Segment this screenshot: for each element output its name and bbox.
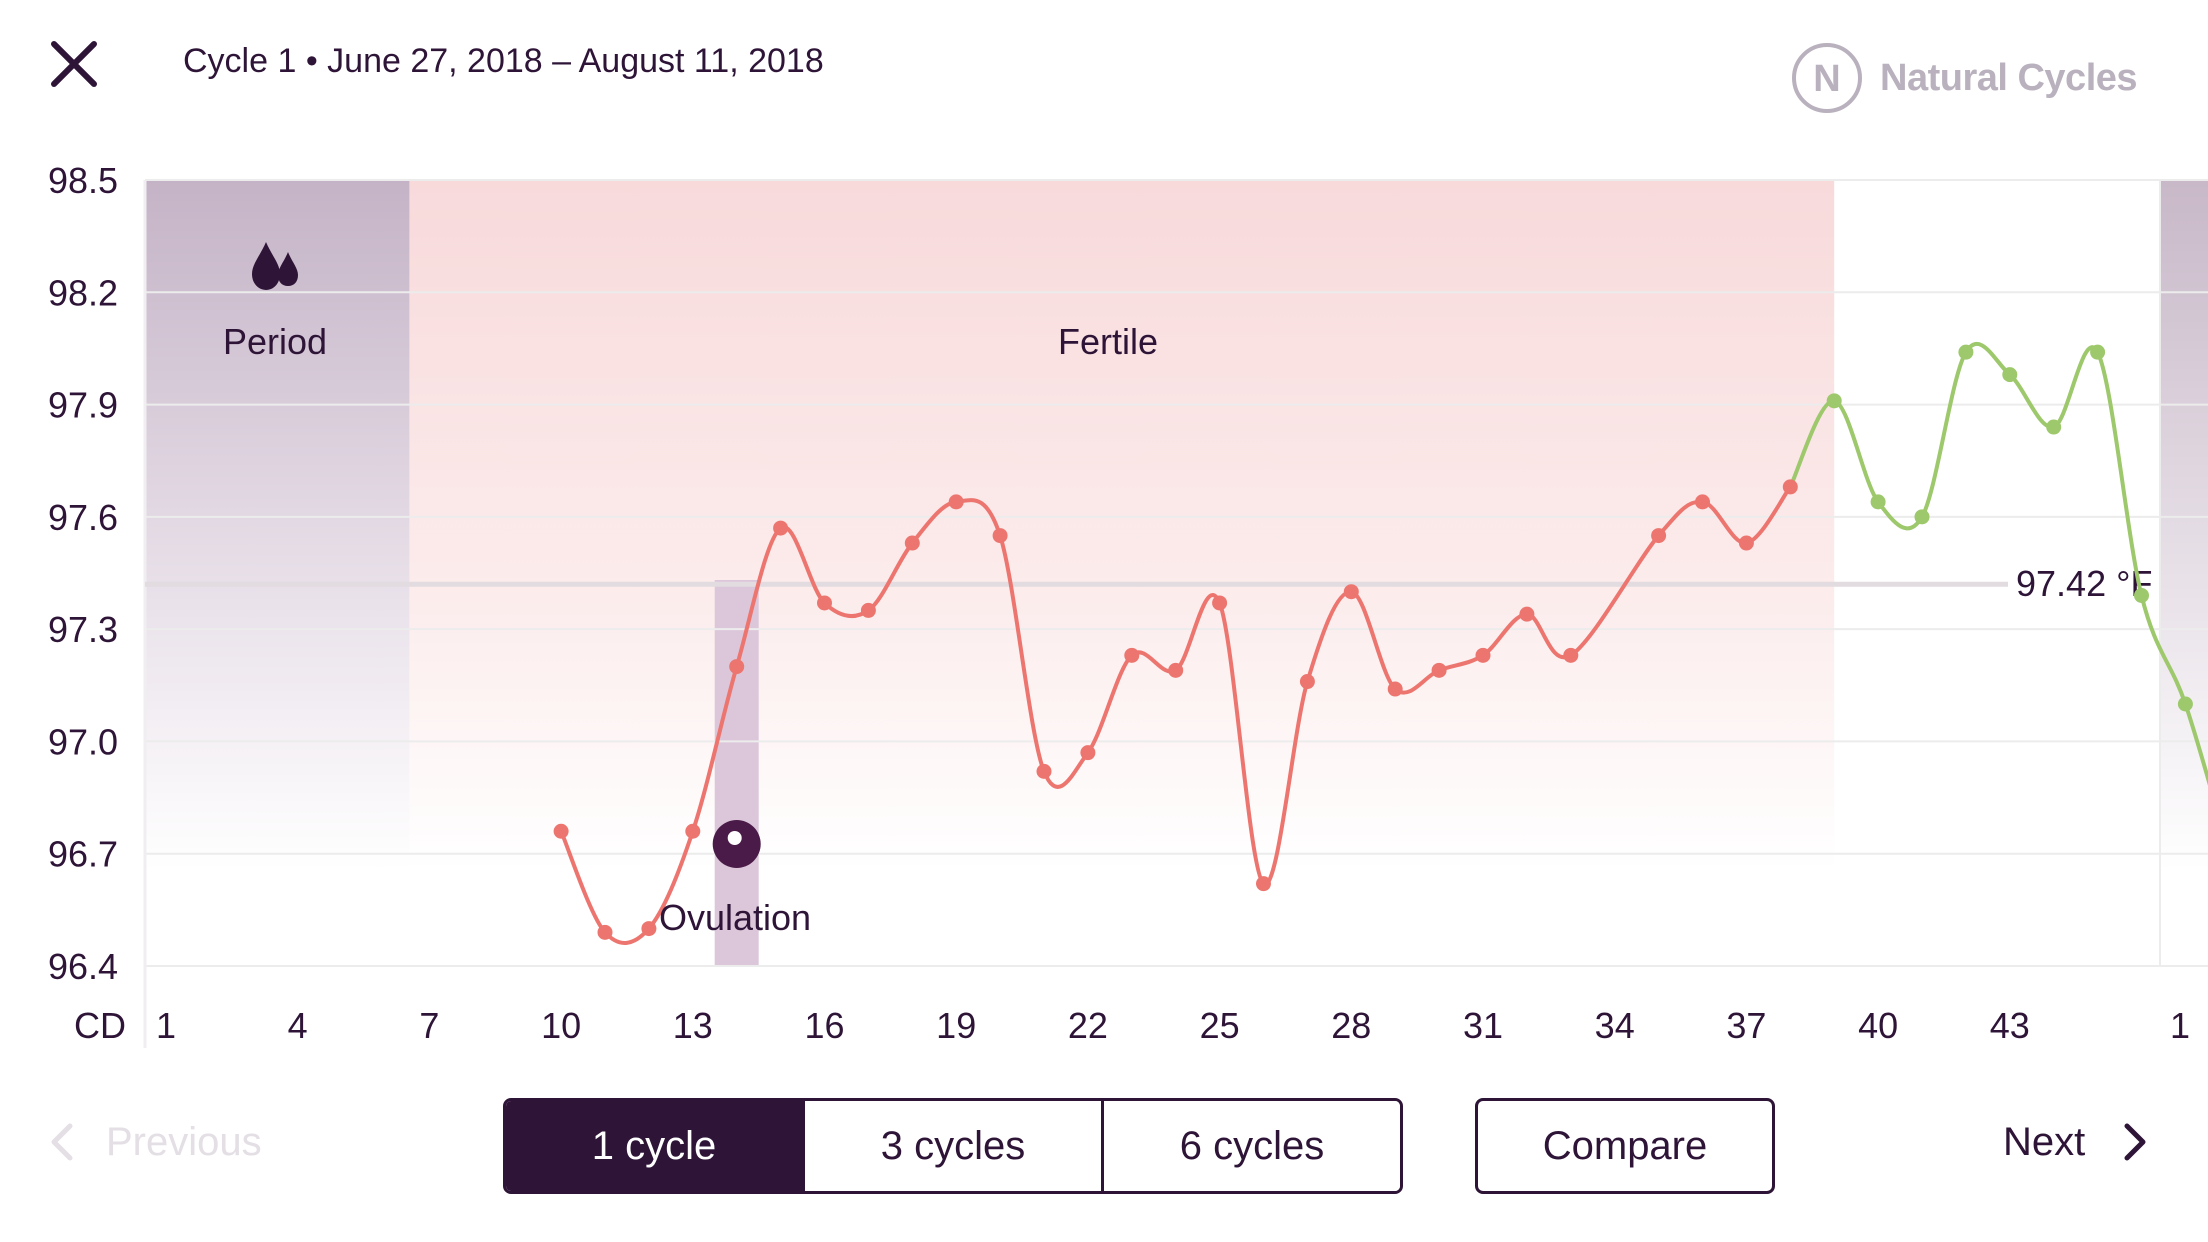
chevron-right-icon (2124, 1123, 2146, 1161)
temperature-point (729, 659, 745, 675)
temperature-point (1212, 595, 1228, 611)
temperature-point (1124, 647, 1140, 663)
x-tick-label: 19 (936, 1005, 976, 1046)
temperature-point (992, 528, 1008, 544)
temperature-point (773, 520, 789, 536)
ovulation-label: Ovulation (659, 897, 811, 938)
x-tick-label: 28 (1331, 1005, 1371, 1046)
temperature-point (1343, 584, 1359, 600)
y-tick-label: 97.3 (48, 609, 118, 650)
temperature-point (860, 602, 876, 618)
y-tick-label: 96.4 (48, 946, 118, 987)
temperature-point (1782, 479, 1798, 495)
close-icon[interactable] (40, 30, 108, 98)
x-tick-label: 31 (1463, 1005, 1503, 1046)
x-axis-prefix: CD (74, 1005, 126, 1046)
y-tick-label: 97.0 (48, 721, 118, 762)
previous-label: Previous (106, 1119, 262, 1164)
y-tick-label: 98.2 (48, 272, 118, 313)
temperature-point (1914, 509, 1930, 525)
temperature-point (1256, 876, 1271, 892)
cycle-range-selector: 1 cycle 3 cycles 6 cycles (503, 1098, 1403, 1194)
temperature-point (2090, 344, 2106, 360)
x-tick-label: 1 (156, 1005, 176, 1046)
x-tick-label: 16 (804, 1005, 844, 1046)
next-period-band (2160, 180, 2208, 870)
temperature-point (1826, 393, 1842, 409)
temperature-point (1651, 528, 1667, 544)
brand-mark: N (1813, 58, 1840, 100)
chevron-left-icon (51, 1123, 73, 1161)
temperature-point (1695, 494, 1710, 510)
next-button[interactable]: Next (2003, 1118, 2149, 1166)
temperature-point (1475, 647, 1491, 663)
temperature-point (597, 924, 613, 940)
period-label: Period (223, 321, 327, 362)
temperature-point (904, 535, 920, 551)
y-tick-label: 96.7 (48, 834, 118, 875)
temperature-point (2177, 696, 2193, 712)
x-tick-label: 22 (1068, 1005, 1108, 1046)
y-tick-label: 97.6 (48, 497, 118, 538)
temperature-point (2134, 587, 2149, 603)
next-label: Next (2003, 1119, 2086, 1164)
temperature-point (1036, 763, 1052, 779)
x-tick-label: 4 (288, 1005, 308, 1046)
temperature-point (1387, 681, 1403, 697)
brand-name: Natural Cycles (1880, 56, 2138, 99)
cycle-title: Cycle 1 • June 27, 2018 – August 11, 201… (183, 42, 824, 80)
temperature-point (1738, 535, 1754, 551)
compare-button[interactable]: Compare (1475, 1098, 1775, 1194)
ovulation-band (714, 580, 759, 966)
temperature-point (1431, 662, 1447, 678)
ovulation-marker-icon (712, 820, 761, 868)
period-drops-icon (252, 242, 298, 290)
temperature-point (1168, 662, 1184, 678)
fertile-label: Fertile (1058, 321, 1158, 362)
x-tick-label: 43 (1990, 1005, 2030, 1046)
coverline-label: 97.42 °F (2016, 563, 2152, 604)
x-tick-label: 1 (2170, 1005, 2190, 1046)
temperature-point (2046, 419, 2062, 435)
temperature-point (553, 823, 569, 839)
temperature-chart: 97.42 °F 98.5 98.2 97.9 97.6 97.3 97.0 96.7 96.… (48, 160, 2208, 1048)
segment-6-cycles[interactable]: 6 cycles (1101, 1101, 1400, 1191)
y-tick-label: 97.9 (48, 385, 118, 426)
y-tick-label: 98.5 (48, 160, 118, 201)
natural-cycles-logo-icon: N (1792, 43, 1862, 113)
brand-logo: N Natural Cycles (1790, 38, 2138, 118)
temperature-point (1563, 647, 1579, 663)
x-tick-label: 13 (673, 1005, 713, 1046)
temperature-point (817, 595, 832, 611)
temperature-point (1299, 674, 1315, 690)
x-tick-label: 40 (1858, 1005, 1898, 1046)
x-tick-label: 25 (1200, 1005, 1240, 1046)
temperature-point (1870, 494, 1886, 510)
temperature-point (685, 823, 701, 839)
temperature-point (1080, 745, 1096, 761)
temperature-point (1519, 606, 1535, 622)
temperature-point (641, 921, 657, 937)
period-band (144, 180, 410, 870)
x-tick-label: 7 (419, 1005, 439, 1046)
fertile-band (409, 180, 1835, 870)
x-tick-label: 34 (1595, 1005, 1635, 1046)
x-tick-label: 37 (1726, 1005, 1766, 1046)
x-tick-label: 10 (541, 1005, 581, 1046)
previous-button[interactable]: Previous (48, 1118, 262, 1166)
temperature-point (2002, 367, 2018, 383)
temperature-point (1958, 344, 1974, 360)
temperature-line-post (1788, 342, 2208, 786)
segment-1-cycle[interactable]: 1 cycle (506, 1101, 802, 1191)
segment-3-cycles[interactable]: 3 cycles (802, 1101, 1101, 1191)
temperature-point (948, 494, 964, 510)
